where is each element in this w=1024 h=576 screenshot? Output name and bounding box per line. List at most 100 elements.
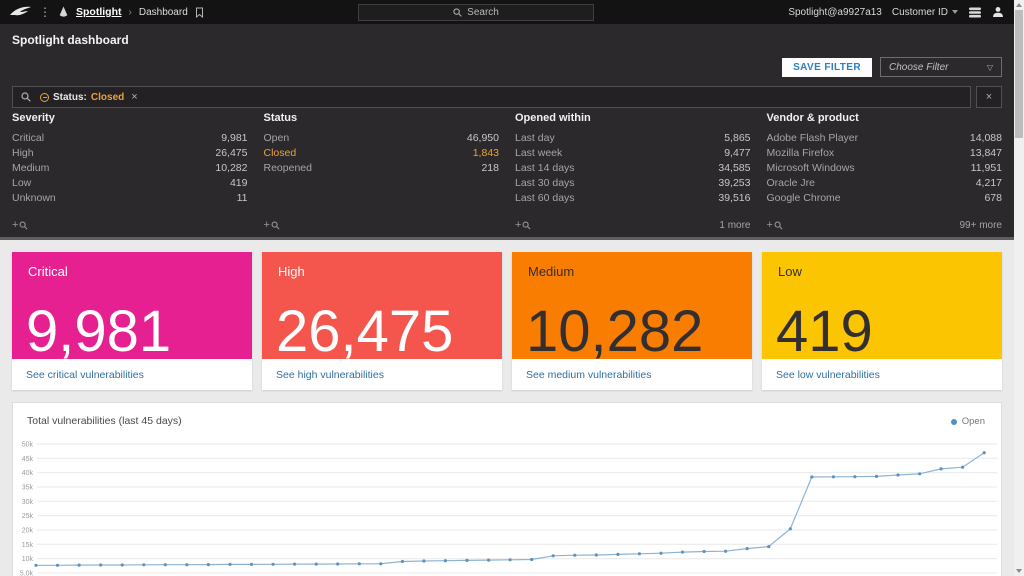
metric-card-top[interactable]: High 26,475 xyxy=(262,252,502,359)
facet-row[interactable]: Last 30 days 39,253 xyxy=(515,176,751,191)
remove-chip-icon[interactable]: × xyxy=(131,91,138,103)
add-search-filter-icon[interactable]: + xyxy=(264,220,280,231)
total-vulnerabilities-panel: Total vulnerabilities (last 45 days) Ope… xyxy=(12,402,1002,576)
search-placeholder: Search xyxy=(467,7,499,18)
facet-label: High xyxy=(12,147,34,159)
search-icon xyxy=(453,8,462,17)
see-vulnerabilities-link[interactable]: See high vulnerabilities xyxy=(276,368,384,381)
see-vulnerabilities-link[interactable]: See critical vulnerabilities xyxy=(26,368,144,381)
facet-row[interactable]: Unknown 11 xyxy=(12,191,248,206)
facet-row[interactable]: Oracle Jre 4,217 xyxy=(767,176,1003,191)
filter-actions: SAVE FILTER Choose Filter ▽ xyxy=(782,57,1002,77)
facet-label: Last week xyxy=(515,147,563,159)
metric-card-label: High xyxy=(278,264,305,279)
scrollbar-thumb[interactable] xyxy=(1015,10,1023,138)
facet-column-opened-within: Opened within Last day 5,865 Last week 9,477… xyxy=(515,112,751,232)
chart-legend: Open xyxy=(950,416,985,427)
filter-search-input[interactable]: Status: Closed × xyxy=(12,86,971,108)
scrollbar-down-arrow-icon[interactable] xyxy=(1016,569,1022,573)
metric-card-critical: Critical 9,981 See critical vulnerabilitie… xyxy=(12,252,252,390)
facet-label: Low xyxy=(12,177,32,189)
facet-row[interactable]: Critical 9,981 xyxy=(12,131,248,146)
metric-card-top[interactable]: Low 419 xyxy=(762,252,1002,359)
facet-row[interactable]: Last week 9,477 xyxy=(515,146,751,161)
facet-footer: +1 more xyxy=(515,219,751,232)
metric-card-value: 419 xyxy=(776,298,873,359)
facet-count: 13,847 xyxy=(969,147,1002,159)
facet-row[interactable]: Microsoft Windows 11,951 xyxy=(767,161,1003,176)
vulnerabilities-line-chart: 50k 45k 40k 35k 30k 25k 20k 15k 10k 5.0k xyxy=(20,442,997,576)
choose-filter-placeholder: Choose Filter xyxy=(889,61,949,73)
facet-row[interactable]: Mozilla Firefox 13,847 xyxy=(767,146,1003,161)
filter-chip-status-closed[interactable]: Status: Closed × xyxy=(40,91,138,103)
save-filter-button[interactable]: SAVE FILTER xyxy=(782,57,872,77)
facet-label: Unknown xyxy=(12,192,56,204)
scrollbar-up-arrow-icon[interactable] xyxy=(1016,3,1022,7)
svg-text:5.0k: 5.0k xyxy=(20,571,34,576)
vertical-scrollbar[interactable] xyxy=(1014,0,1024,576)
chip-value-label: Closed xyxy=(90,91,125,103)
facet-count: 39,253 xyxy=(718,177,751,189)
facet-label: Mozilla Firefox xyxy=(766,147,835,159)
facet-label: Last day xyxy=(515,132,555,144)
add-search-filter-icon[interactable]: + xyxy=(766,219,783,231)
breadcrumb-app-link[interactable]: Spotlight xyxy=(76,6,122,18)
facet-count: 46,950 xyxy=(466,132,499,144)
host-stack-icon[interactable] xyxy=(968,7,982,18)
bookmark-icon[interactable] xyxy=(195,7,204,18)
horizontal-scrollbar[interactable] xyxy=(0,237,1014,240)
main-content: Critical 9,981 See critical vulnerabilitie… xyxy=(0,240,1014,576)
facet-label: Google Chrome xyxy=(766,192,841,204)
svg-text:20k: 20k xyxy=(22,528,34,535)
see-vulnerabilities-link[interactable]: See medium vulnerabilities xyxy=(526,368,652,381)
facet-row[interactable]: Last 14 days 34,585 xyxy=(515,161,751,176)
facet-row[interactable]: Reopened 218 xyxy=(264,161,500,176)
facet-row[interactable]: Google Chrome 678 xyxy=(767,191,1003,206)
svg-text:45k: 45k xyxy=(22,456,34,463)
facet-row[interactable]: Open 46,950 xyxy=(264,131,500,146)
facet-more-link[interactable]: 1 more xyxy=(719,220,751,231)
metric-card-top[interactable]: Critical 9,981 xyxy=(12,252,252,359)
customer-id-dropdown[interactable]: Customer ID xyxy=(892,7,958,18)
facet-row[interactable]: Last 60 days 39,516 xyxy=(515,191,751,206)
account-name: Spotlight@a9927a13 xyxy=(788,6,882,18)
facet-row[interactable]: Medium 10,282 xyxy=(12,161,248,176)
global-search-input[interactable]: Search xyxy=(358,4,594,21)
facet-label: Closed xyxy=(263,147,297,159)
svg-text:50k: 50k xyxy=(22,442,34,449)
facet-more-link[interactable]: 99+ more xyxy=(959,220,1002,231)
plus-icon: + xyxy=(766,219,773,231)
facet-row[interactable]: High 26,475 xyxy=(12,146,248,161)
clear-filters-button[interactable]: × xyxy=(976,86,1002,108)
dashboard-header-section: Spotlight dashboard SAVE FILTER Choose F… xyxy=(0,24,1014,240)
see-vulnerabilities-link[interactable]: See low vulnerabilities xyxy=(776,368,880,381)
metric-card-top[interactable]: Medium 10,282 xyxy=(512,252,752,359)
falcon-logo-icon[interactable] xyxy=(10,6,32,18)
breadcrumb-separator: › xyxy=(128,6,132,18)
facet-column-status: Status Open 46,950 Closed 1,843 Reopened 218 + xyxy=(264,112,500,232)
facet-label: Last 14 days xyxy=(515,162,575,174)
facet-count: 10,282 xyxy=(215,162,248,174)
facet-count: 678 xyxy=(984,192,1002,204)
add-search-filter-icon[interactable]: + xyxy=(515,219,531,231)
chevron-down-icon xyxy=(952,10,958,14)
plus-icon: + xyxy=(515,219,522,231)
plus-icon: + xyxy=(12,219,19,231)
facet-row[interactable]: Closed 1,843 xyxy=(264,146,500,161)
facet-row[interactable]: Last day 5,865 xyxy=(515,131,751,146)
facet-count: 4,217 xyxy=(975,177,1002,189)
facet-row[interactable]: Adobe Flash Player 14,088 xyxy=(767,131,1003,146)
facet-footer: +99+ more xyxy=(767,219,1003,232)
facet-label: Medium xyxy=(12,162,50,174)
choose-filter-dropdown[interactable]: Choose Filter ▽ xyxy=(880,57,1002,77)
spotlight-app-icon xyxy=(59,6,68,17)
metric-card-label: Low xyxy=(778,264,802,279)
apps-menu-icon[interactable]: ⋮ xyxy=(39,5,51,19)
search-icon xyxy=(21,92,31,102)
add-search-filter-icon[interactable]: + xyxy=(12,219,28,231)
user-icon[interactable] xyxy=(992,6,1004,18)
facet-footer: + xyxy=(264,219,500,232)
facet-row[interactable]: Low 419 xyxy=(12,176,248,191)
search-icon xyxy=(774,221,783,230)
customer-id-label: Customer ID xyxy=(891,6,948,18)
